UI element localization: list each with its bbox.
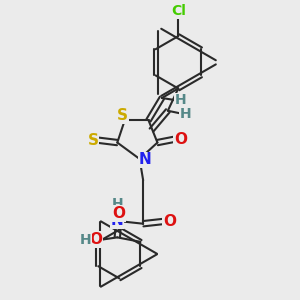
Text: H: H <box>112 197 123 212</box>
Text: S: S <box>117 108 128 123</box>
Text: O: O <box>163 214 176 229</box>
Text: O: O <box>90 232 103 247</box>
Text: O: O <box>174 131 187 146</box>
Text: H: H <box>175 93 187 107</box>
Text: H: H <box>180 107 192 121</box>
Text: N: N <box>139 152 151 167</box>
Text: H: H <box>80 233 91 247</box>
Text: O: O <box>112 206 125 221</box>
Text: S: S <box>88 133 99 148</box>
Text: N: N <box>111 213 124 228</box>
Text: Cl: Cl <box>171 4 186 19</box>
